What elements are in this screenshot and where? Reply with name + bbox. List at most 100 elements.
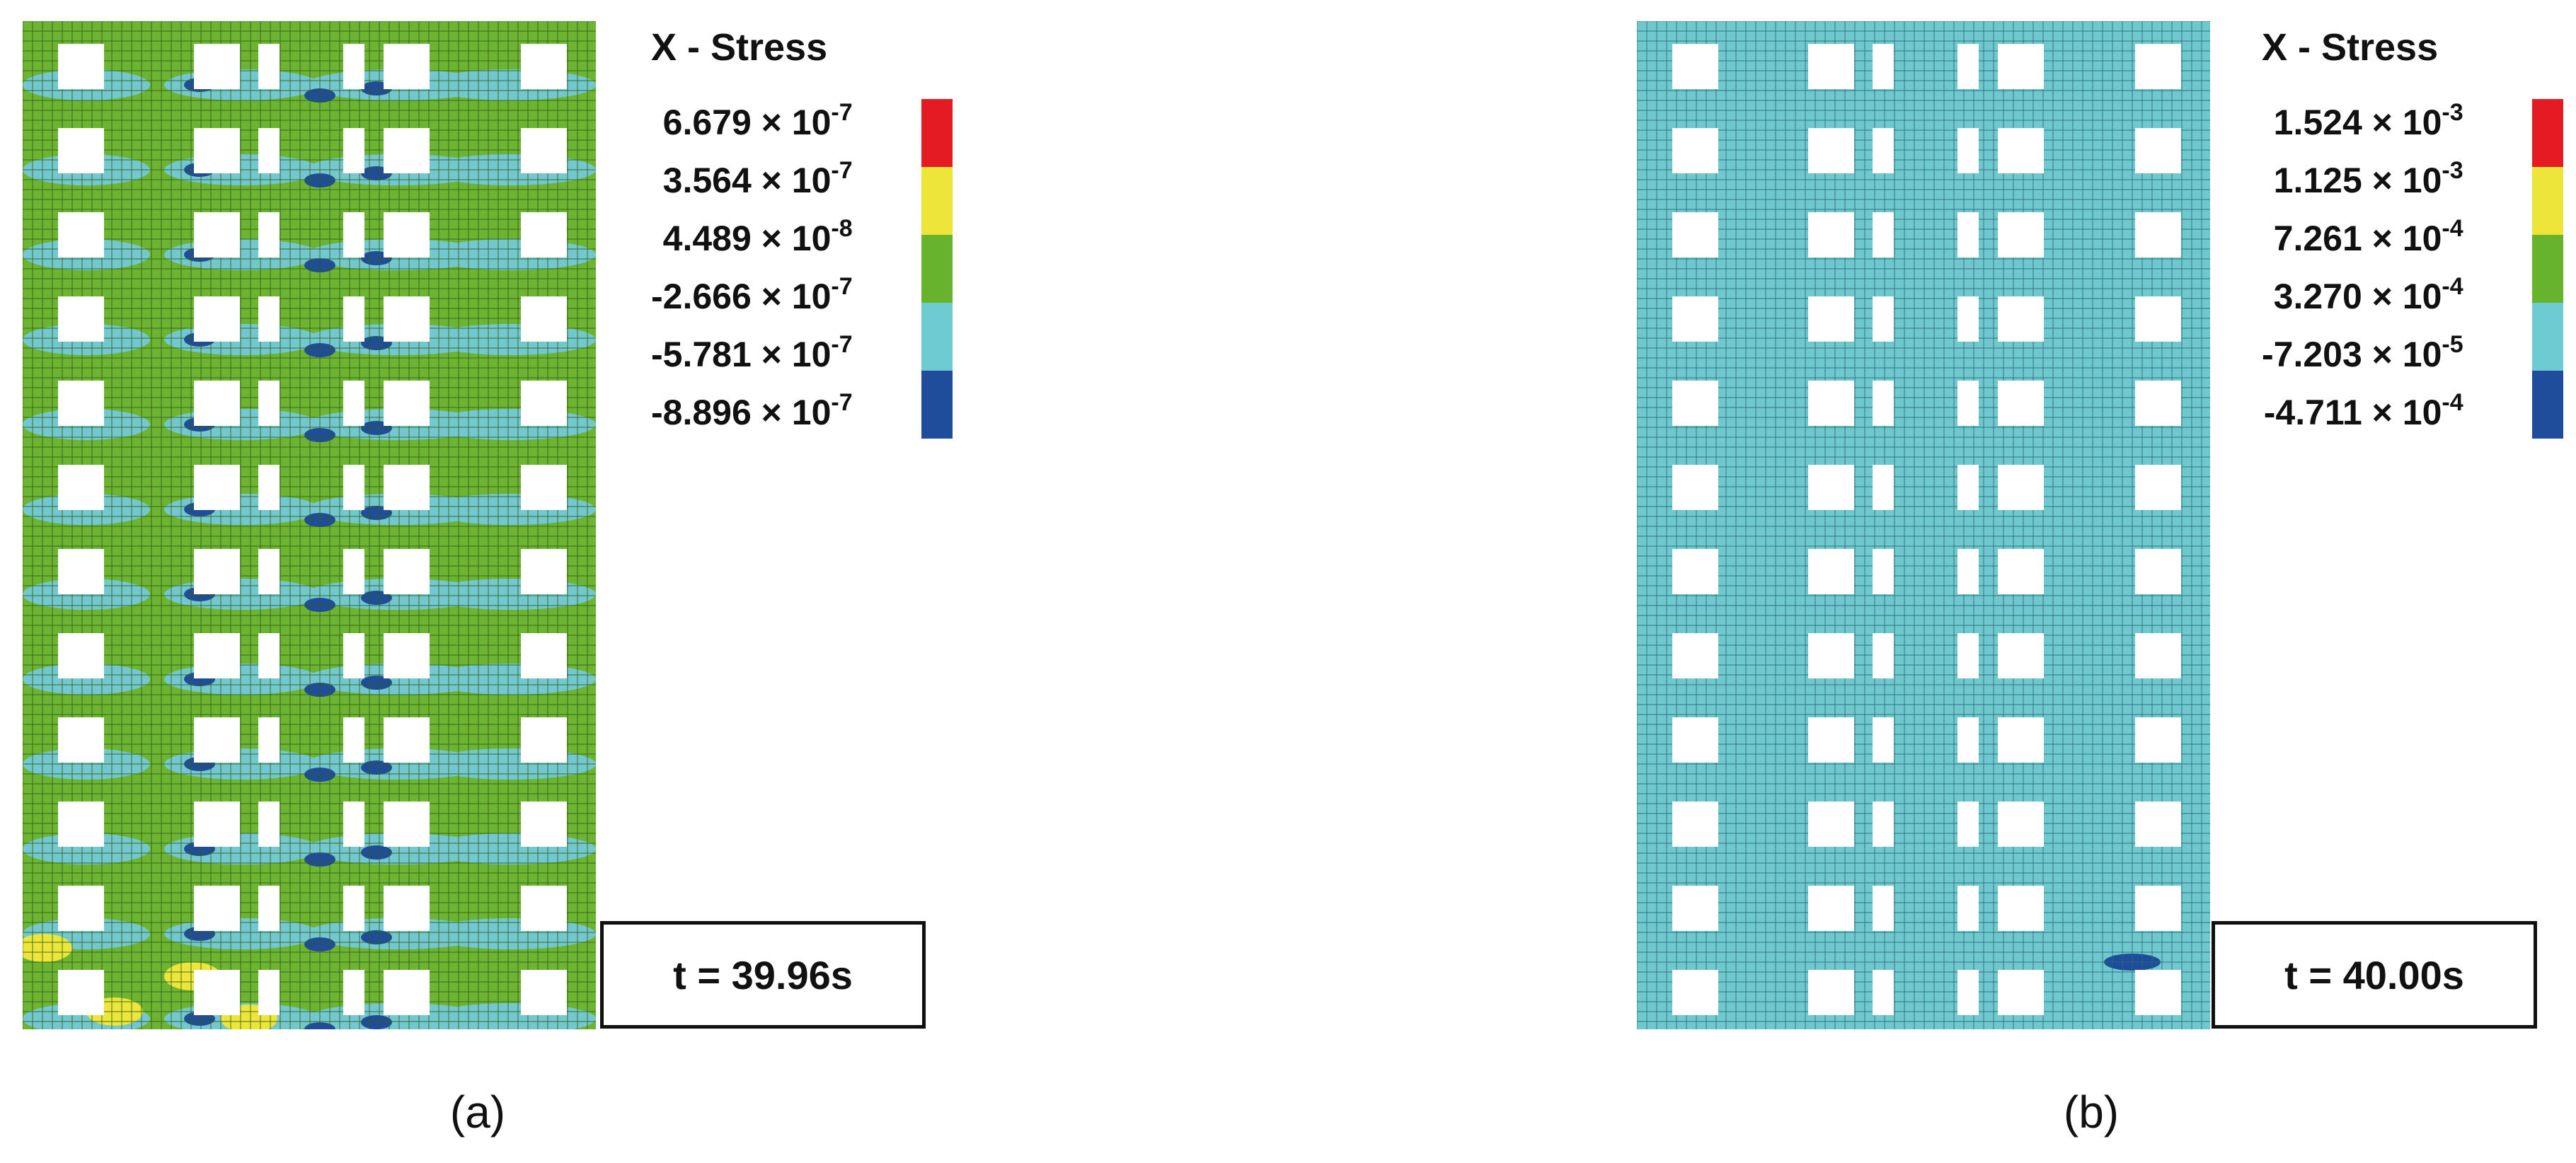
legend-values: 6.679 × 10-7 3.564 × 10-7 4.489 × 10-8 -2.6… <box>651 93 853 441</box>
window-opening <box>343 549 364 594</box>
window-opening <box>1672 296 1718 342</box>
legend-color-bar <box>921 99 953 439</box>
window-opening <box>1873 802 1894 847</box>
window-opening <box>258 633 280 678</box>
window-opening <box>384 128 430 173</box>
window-opening <box>1873 128 1894 173</box>
panel-caption: (a) <box>449 1087 506 1138</box>
window-opening <box>1808 296 1854 342</box>
legend-values: 1.524 × 10-3 1.125 × 10-3 7.261 × 10-4 3.27… <box>2262 93 2463 441</box>
window-opening <box>521 128 567 173</box>
window-opening <box>1998 970 2044 1015</box>
window-opening <box>343 212 364 258</box>
window-opening <box>384 886 430 931</box>
window-opening <box>384 802 430 847</box>
window-opening <box>384 381 430 426</box>
panel-b: X - Stress 1.524 × 10-3 1.125 × 10-3 7.261… <box>1288 0 2576 1163</box>
window-opening <box>1998 886 2044 931</box>
window-opening <box>1998 296 2044 342</box>
window-opening <box>1808 465 1854 510</box>
window-opening <box>258 381 280 426</box>
window-opening <box>521 212 567 258</box>
legend-color-bar <box>2532 99 2563 439</box>
panel-caption: (b) <box>2063 1087 2120 1138</box>
window-opening <box>343 970 364 1015</box>
legend-color-swatch <box>2532 167 2563 235</box>
window-opening <box>1808 44 1854 89</box>
window-opening <box>1672 886 1718 931</box>
legend-value: 3.270 × 10-4 <box>2273 273 2463 316</box>
window-opening <box>58 633 104 678</box>
window-opening <box>1957 886 1979 931</box>
window-opening <box>1998 717 2044 763</box>
window-opening <box>1672 717 1718 763</box>
panel-a: X - Stress 6.679 × 10-7 3.564 × 10-7 4.489… <box>23 21 953 1138</box>
window-opening <box>521 886 567 931</box>
legend-color-swatch <box>921 99 953 167</box>
window-opening <box>1957 802 1979 847</box>
window-opening <box>384 549 430 594</box>
window-opening <box>343 381 364 426</box>
window-opening <box>384 633 430 678</box>
window-opening <box>1873 549 1894 594</box>
window-opening <box>1873 717 1894 763</box>
legend-title: X - Stress <box>2262 26 2439 69</box>
window-opening <box>1873 44 1894 89</box>
window-opening <box>194 549 240 594</box>
window-opening <box>58 970 104 1015</box>
window-opening <box>521 970 567 1015</box>
window-opening <box>1808 886 1854 931</box>
window-opening <box>258 465 280 510</box>
legend-color-swatch <box>2532 303 2563 371</box>
window-opening <box>1672 44 1718 89</box>
window-opening <box>2135 465 2181 510</box>
window-opening <box>2135 549 2181 594</box>
window-opening <box>521 44 567 89</box>
window-opening <box>258 296 280 342</box>
window-opening <box>258 970 280 1015</box>
window-opening <box>258 717 280 763</box>
window-opening <box>258 212 280 258</box>
window-opening <box>1873 296 1894 342</box>
window-opening <box>521 633 567 678</box>
window-opening <box>384 970 430 1015</box>
legend-value: -5.781 × 10-7 <box>651 331 853 374</box>
window-opening <box>343 802 364 847</box>
window-opening <box>343 44 364 89</box>
legend-value: -4.711 × 10-4 <box>2263 389 2463 432</box>
window-opening <box>521 802 567 847</box>
stress-contour-mesh <box>23 21 596 1029</box>
window-opening <box>194 802 240 847</box>
legend-value: 4.489 × 10-8 <box>662 215 853 258</box>
legend-color-swatch <box>2532 235 2563 303</box>
stress-contour-mesh <box>1637 21 2210 1029</box>
window-opening <box>1873 633 1894 678</box>
window-opening <box>194 886 240 931</box>
window-opening <box>194 381 240 426</box>
window-opening <box>58 44 104 89</box>
legend-color-swatch <box>2532 99 2563 167</box>
window-opening <box>521 717 567 763</box>
legend-color-swatch <box>921 167 953 235</box>
window-opening <box>58 886 104 931</box>
window-opening <box>258 802 280 847</box>
window-opening <box>521 296 567 342</box>
window-opening <box>2135 802 2181 847</box>
window-opening <box>1672 970 1718 1015</box>
window-opening <box>1672 802 1718 847</box>
legend-value: 7.261 × 10-4 <box>2273 215 2463 258</box>
window-opening <box>1808 212 1854 258</box>
window-opening <box>58 128 104 173</box>
legend-value: 1.524 × 10-3 <box>2273 99 2463 142</box>
legend-color-swatch <box>921 371 953 439</box>
window-opening <box>2135 717 2181 763</box>
window-opening <box>58 296 104 342</box>
window-opening <box>1873 970 1894 1015</box>
window-opening <box>58 717 104 763</box>
window-opening <box>58 212 104 258</box>
window-opening <box>1998 802 2044 847</box>
window-opening <box>1873 465 1894 510</box>
window-opening <box>1957 128 1979 173</box>
window-opening <box>1998 128 2044 173</box>
window-opening <box>521 549 567 594</box>
